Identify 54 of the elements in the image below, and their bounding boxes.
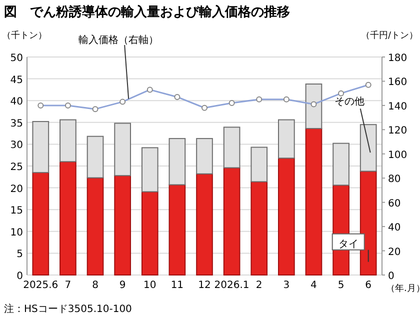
y2-tick-label: 80: [388, 174, 401, 186]
bar: [168, 184, 186, 276]
x-tick-label: 2025.6: [23, 280, 58, 291]
y2-tick-label: 140: [388, 101, 408, 112]
text: 輸入価格（右軸）: [78, 34, 159, 46]
x-tick-label: 12: [198, 280, 211, 291]
series-label: その他: [334, 96, 364, 108]
y-tick-label: 0: [16, 271, 23, 282]
y2-tick-label: 40: [388, 222, 401, 234]
y2-axis-title: （千円/トン）: [360, 30, 418, 41]
y-tick-label: 15: [10, 206, 23, 217]
x-tick-label: 11: [170, 280, 184, 291]
bar: [360, 170, 377, 276]
x-tick-label: 3: [283, 280, 290, 291]
bar: [250, 181, 268, 276]
bar: [278, 158, 295, 276]
bar: [305, 128, 322, 276]
y-tick-label: 5: [16, 249, 23, 260]
text: 注：HSコード3505.10-100: [4, 303, 132, 315]
x-tick-label: 2026.1: [214, 280, 250, 291]
y2-tick-label: 60: [388, 198, 401, 210]
y2-tick-label: 0: [388, 271, 394, 282]
bar: [196, 173, 213, 276]
x-tick-label: 8: [92, 280, 98, 291]
y2-tick-label: 120: [388, 126, 408, 137]
y2-tick-label: 180: [388, 53, 408, 64]
x-tick-label: 2: [256, 280, 262, 291]
y-tick-label: 10: [10, 227, 23, 238]
x-tick-label: 6: [365, 280, 372, 291]
bar: [32, 172, 50, 276]
x-tick-label: 4: [310, 280, 317, 291]
y2-tick-label: 20: [388, 246, 401, 258]
series-label: タイ: [338, 238, 358, 250]
bar: [86, 177, 104, 276]
y2-tick-label: 160: [388, 77, 408, 88]
x-tick-label: 9: [119, 280, 126, 291]
y-tick-label: 45: [10, 74, 23, 86]
x-tick-label: 7: [64, 280, 72, 291]
y-tick-label: 40: [10, 96, 23, 108]
bar: [114, 175, 131, 276]
y2-tick-label: 100: [388, 150, 408, 161]
y-tick-label: 25: [10, 162, 23, 173]
y-axis-title: （千トン）: [2, 30, 47, 41]
y-tick-label: 30: [10, 140, 23, 152]
x-axis-title: （年.月）: [386, 283, 420, 294]
chart-title: 図 でん粉誘導体の輸入量および輸入価格の推移: [4, 4, 290, 20]
x-tick-label: 5: [338, 280, 344, 291]
bar: [141, 191, 158, 276]
bar: [223, 167, 240, 276]
y-tick-label: 35: [10, 118, 23, 130]
y-tick-label: 20: [10, 184, 23, 195]
y-tick-label: 50: [10, 53, 23, 64]
bar: [60, 161, 76, 276]
x-tick-label: 10: [144, 280, 156, 291]
